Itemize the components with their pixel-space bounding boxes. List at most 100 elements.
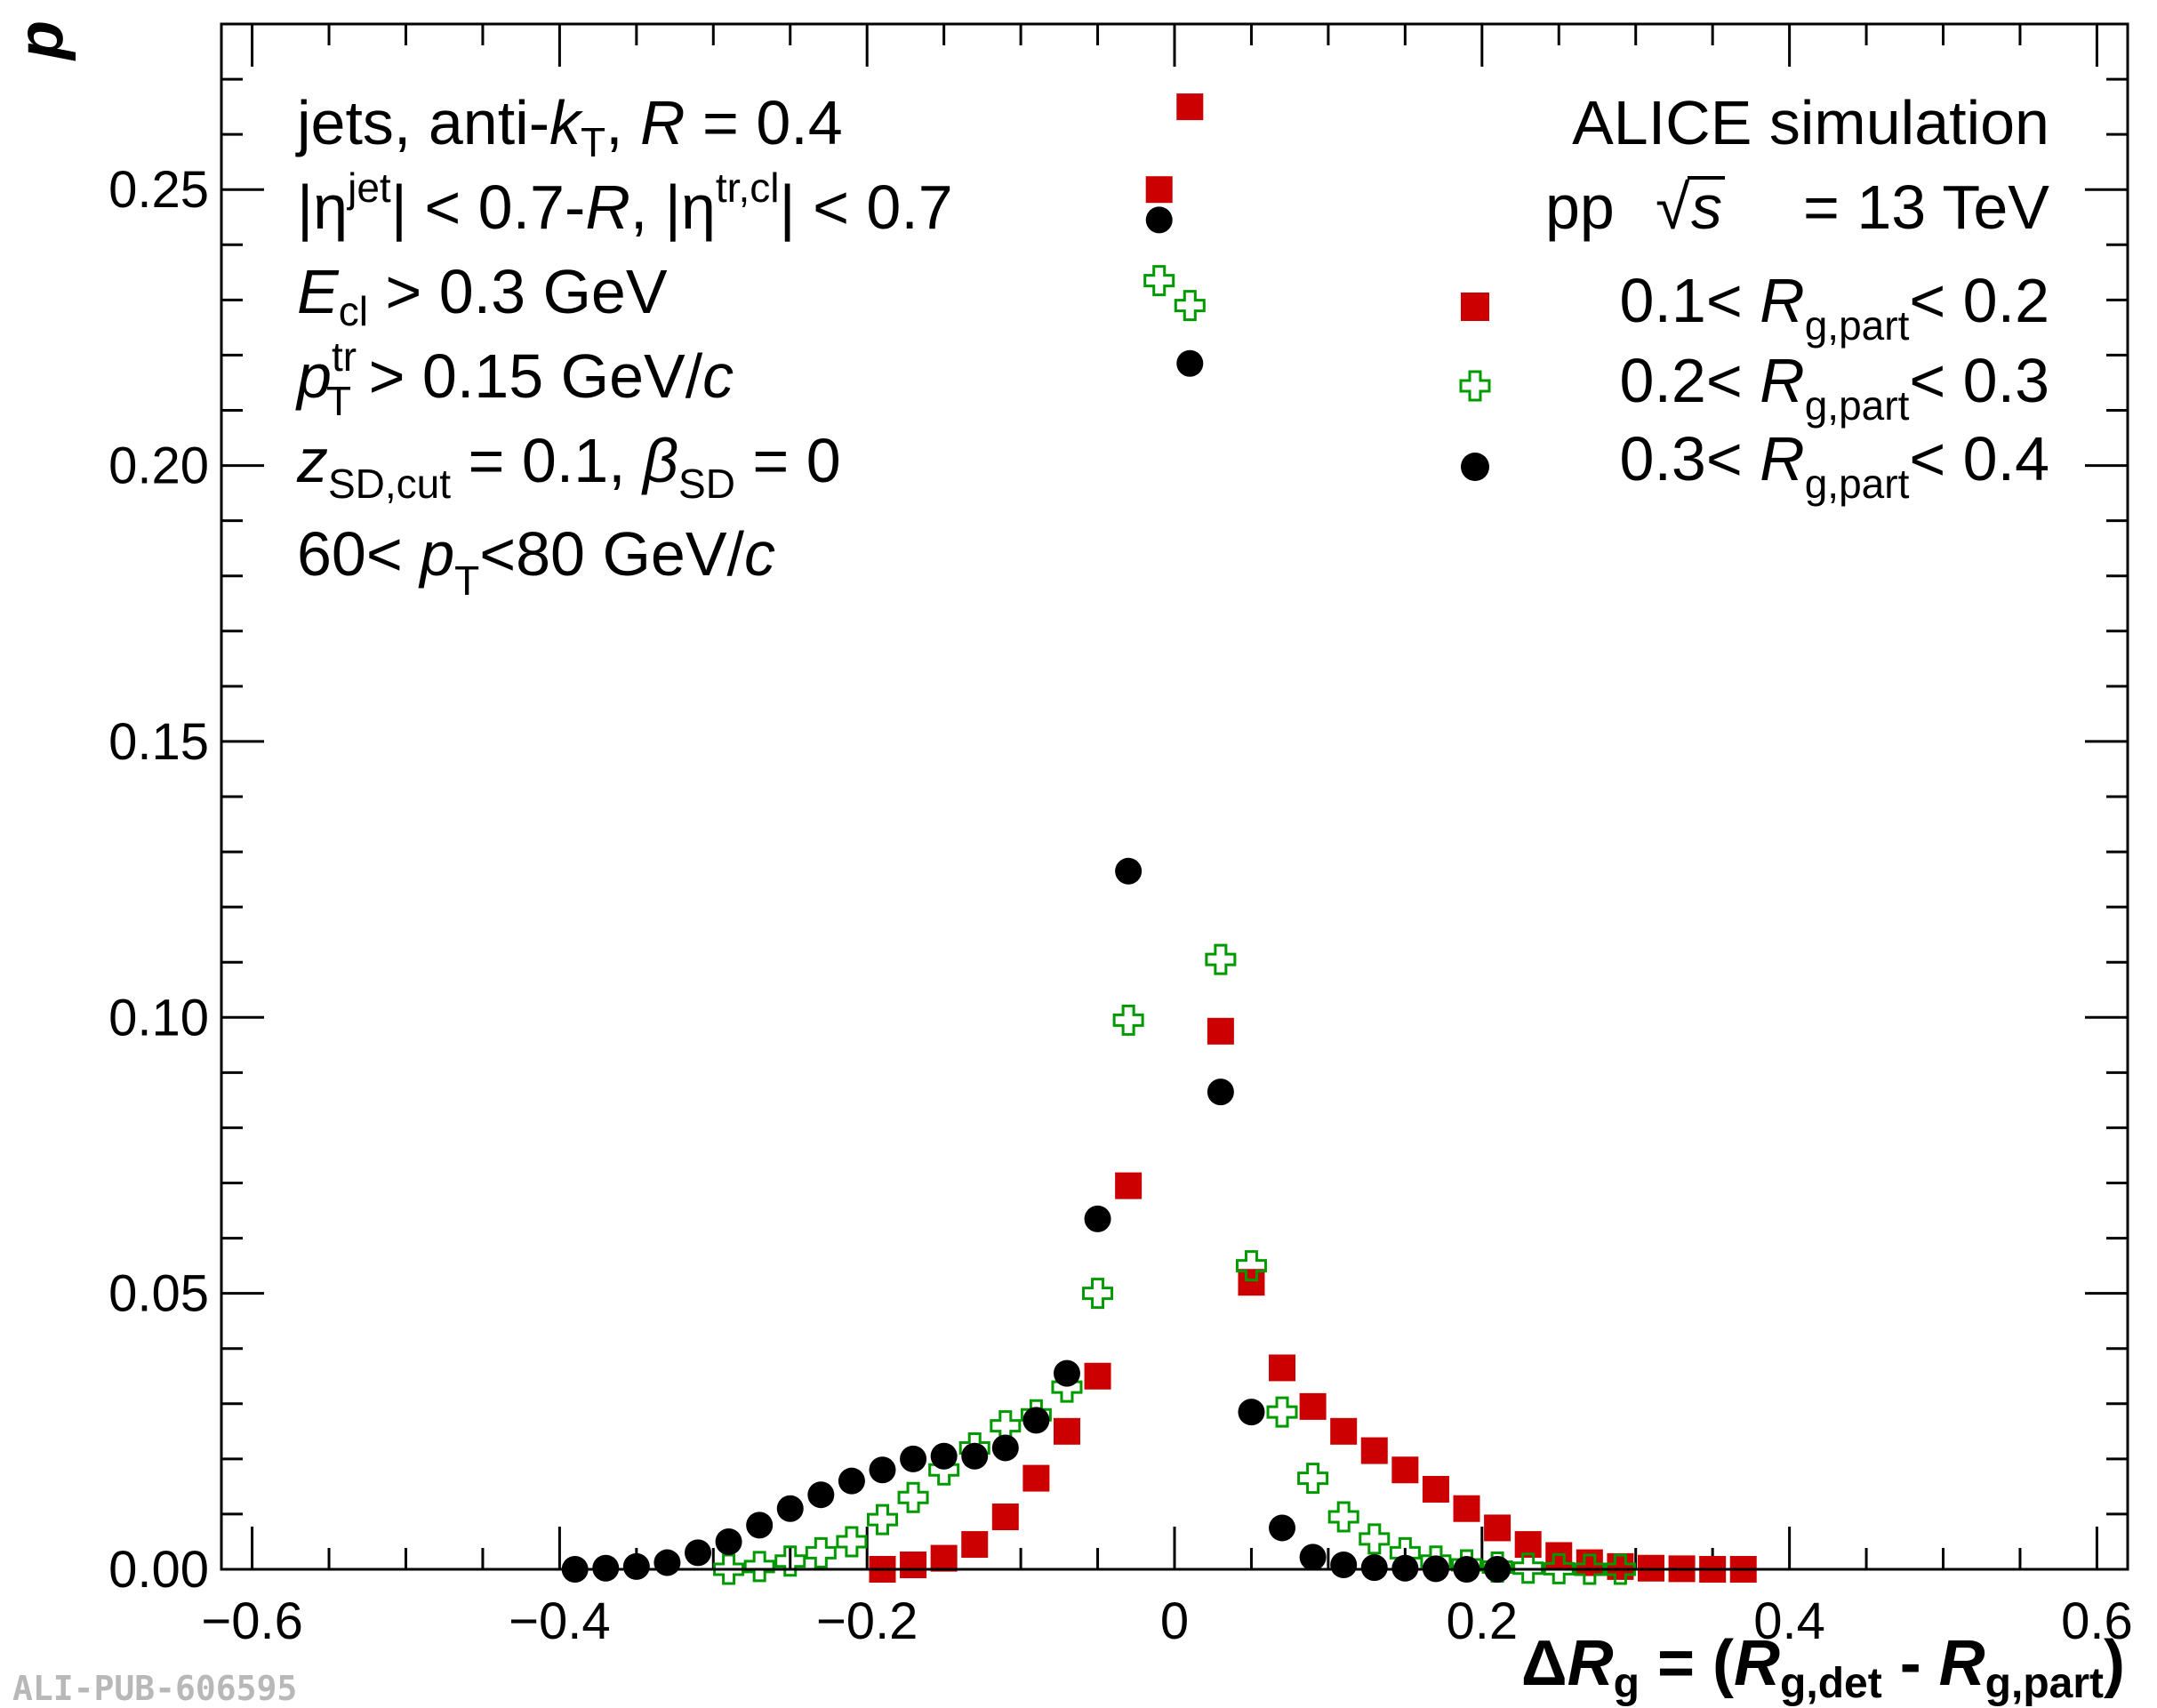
series-2 <box>713 265 1636 1585</box>
y-tick-label: 0.00 <box>108 1541 209 1599</box>
annotation-ptr: ptr T > 0.15 GeV/c <box>295 333 734 424</box>
data-point-square <box>1299 1392 1327 1420</box>
x-tick-label: 0 <box>1160 1592 1189 1650</box>
selection-annotations: jets, anti-kT, R = 0.4 |ηjet| < 0.7-R, |… <box>295 88 953 604</box>
data-point-circle <box>654 1549 681 1576</box>
collision-energy: = 13 TeV <box>1803 172 2049 242</box>
data-point-cross <box>1205 943 1237 975</box>
data-point-cross <box>1297 1463 1329 1495</box>
data-point-circle <box>930 1442 958 1470</box>
data-point-cross <box>1174 290 1206 322</box>
data-point-cross <box>743 1551 775 1583</box>
data-point-circle <box>900 1445 927 1472</box>
annotation-eta: |ηjet| < 0.7-R, |ηtr,cl| < 0.7 <box>297 164 953 242</box>
data-point-cross <box>805 1536 837 1568</box>
data-point-circle <box>991 1434 1019 1462</box>
data-point-cross <box>1082 1278 1114 1310</box>
sqrt-s: s <box>1691 172 1722 242</box>
x-tick-label: 0.2 <box>1446 1592 1518 1650</box>
annotation-ecl: Ecl > 0.3 GeV <box>297 257 668 334</box>
legend-label-1: 0.1< Rg,part< 0.2 <box>1620 266 2049 349</box>
data-point-square <box>1145 176 1173 204</box>
x-tick-label: −0.4 <box>509 1592 611 1650</box>
data-point-circle <box>715 1528 742 1555</box>
data-point-square <box>1176 93 1204 121</box>
data-point-cross <box>1327 1501 1359 1533</box>
y-tick-label: 0.10 <box>108 989 209 1046</box>
data-point-cross <box>897 1481 929 1513</box>
data-marks <box>561 93 1757 1585</box>
data-point-square <box>991 1504 1019 1531</box>
legend-label-3: 0.3< Rg,part< 0.4 <box>1620 424 2049 507</box>
collision-label: pp √ s = 13 TeV <box>1545 172 2049 242</box>
data-point-cross <box>1574 1553 1606 1585</box>
data-point-circle <box>1207 1079 1234 1106</box>
data-point-circle <box>1269 1514 1296 1542</box>
legend-marker-cross <box>1459 370 1491 402</box>
data-point-square <box>1269 1354 1296 1382</box>
x-tick-label: −0.2 <box>816 1592 918 1650</box>
data-point-circle <box>869 1456 896 1484</box>
y-tick-label: 0.15 <box>108 713 209 771</box>
annotation-pt: 60< pT<80 GeV/c <box>297 519 775 604</box>
data-point-circle <box>746 1512 774 1539</box>
y-tick-label: 0.25 <box>108 161 209 219</box>
data-point-circle <box>685 1539 711 1567</box>
y-axis-title: p <box>5 20 76 61</box>
x-tick-label: 0.6 <box>2061 1592 2133 1650</box>
collision-system: pp <box>1545 172 1615 242</box>
data-point-square <box>1238 1269 1265 1296</box>
data-point-square <box>961 1531 989 1559</box>
data-point-square <box>1360 1437 1388 1464</box>
data-point-circle <box>1176 349 1204 377</box>
data-point-square <box>1207 1017 1234 1045</box>
x-tick-label: −0.6 <box>201 1592 303 1650</box>
annotation-jets: jets, anti-kT, R = 0.4 <box>295 88 843 165</box>
y-axis-ticks: 0.00 0.05 0.10 0.15 0.20 0.25 <box>108 22 2128 1599</box>
experiment-label: ALICE simulation <box>1572 88 2049 157</box>
data-point-circle <box>1360 1554 1388 1582</box>
data-point-cross <box>1359 1523 1391 1555</box>
data-point-square <box>1484 1514 1512 1542</box>
x-axis-ticks: −0.6 −0.4 −0.2 0 0.2 0.4 0.6 <box>201 24 2133 1650</box>
data-point-cross <box>1143 265 1175 297</box>
data-point-cross <box>774 1545 806 1577</box>
data-point-cross <box>836 1526 868 1558</box>
publication-id: ALI-PUB-606595 <box>12 1669 297 1708</box>
data-point-cross <box>1112 1004 1144 1036</box>
sqrt-symbol: √ <box>1656 172 1690 242</box>
data-point-circle <box>807 1481 835 1509</box>
y-tick-label: 0.20 <box>108 437 209 495</box>
data-point-square <box>900 1552 927 1579</box>
annotation-zsd: zSD,cut = 0.1, βSD = 0 <box>296 426 841 507</box>
data-point-cross <box>713 1553 745 1585</box>
data-point-square <box>930 1544 958 1572</box>
data-point-cross <box>1235 1250 1267 1282</box>
data-point-square <box>1422 1475 1449 1503</box>
data-point-cross <box>1543 1552 1575 1584</box>
data-point-circle <box>838 1467 865 1495</box>
data-point-circle <box>1053 1359 1080 1387</box>
data-point-circle <box>622 1552 650 1580</box>
data-point-square <box>1084 1362 1111 1390</box>
data-point-square <box>1391 1456 1419 1484</box>
legend: 0.1< Rg,part< 0.2 0.2< Rg,part< 0.3 0.3<… <box>1459 266 2049 507</box>
data-point-square <box>1053 1417 1080 1445</box>
legend-marker-square <box>1461 293 1489 321</box>
data-point-circle <box>1115 857 1143 885</box>
plot-frame <box>220 22 2129 1571</box>
data-point-square <box>1330 1417 1358 1445</box>
data-point-circle <box>1299 1544 1327 1571</box>
legend-label-2: 0.2< Rg,part< 0.3 <box>1620 346 2049 429</box>
data-point-square <box>1453 1495 1480 1522</box>
data-point-circle <box>1330 1552 1358 1579</box>
data-point-square <box>1115 1172 1143 1199</box>
data-point-cross <box>1266 1396 1298 1428</box>
data-point-circle <box>776 1495 804 1522</box>
data-point-circle <box>1145 206 1173 234</box>
y-tick-label: 0.05 <box>108 1265 209 1323</box>
data-point-cross <box>1604 1553 1636 1585</box>
data-point-cross <box>1512 1552 1544 1584</box>
data-point-circle <box>961 1442 989 1470</box>
